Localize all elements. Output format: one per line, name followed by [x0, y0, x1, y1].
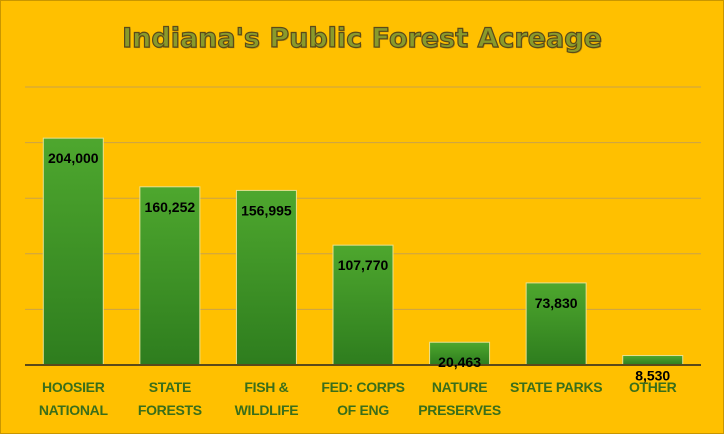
category-label: FORESTS — [138, 402, 202, 418]
bar — [622, 355, 684, 366]
category-label: STATE — [149, 379, 191, 395]
data-label: 73,830 — [535, 295, 578, 311]
category-label: NATIONAL — [39, 402, 109, 418]
category-label: OTHER — [629, 379, 677, 395]
bar — [235, 189, 297, 366]
bar — [525, 282, 587, 366]
chart-title: Indiana's Public Forest Acreage — [121, 22, 602, 54]
data-label: 8,530 — [635, 368, 670, 384]
bar — [139, 186, 201, 366]
category-label: PRESERVES — [418, 402, 501, 418]
data-label: 204,000 — [48, 150, 99, 166]
category-label: FISH & — [244, 379, 288, 395]
data-label: 20,463 — [438, 354, 481, 370]
category-label: OF ENG — [337, 402, 389, 418]
data-label: 156,995 — [241, 202, 292, 218]
category-label: WILDLIFE — [235, 402, 299, 418]
data-label: 107,770 — [338, 257, 389, 273]
bar — [42, 137, 104, 366]
data-label: 160,252 — [145, 199, 196, 215]
category-label: HOOSIER — [42, 379, 105, 395]
category-label: FED: CORPS — [321, 379, 404, 395]
category-label: STATE PARKS — [510, 379, 602, 395]
bar — [332, 244, 394, 366]
category-label: NATURE — [432, 379, 488, 395]
